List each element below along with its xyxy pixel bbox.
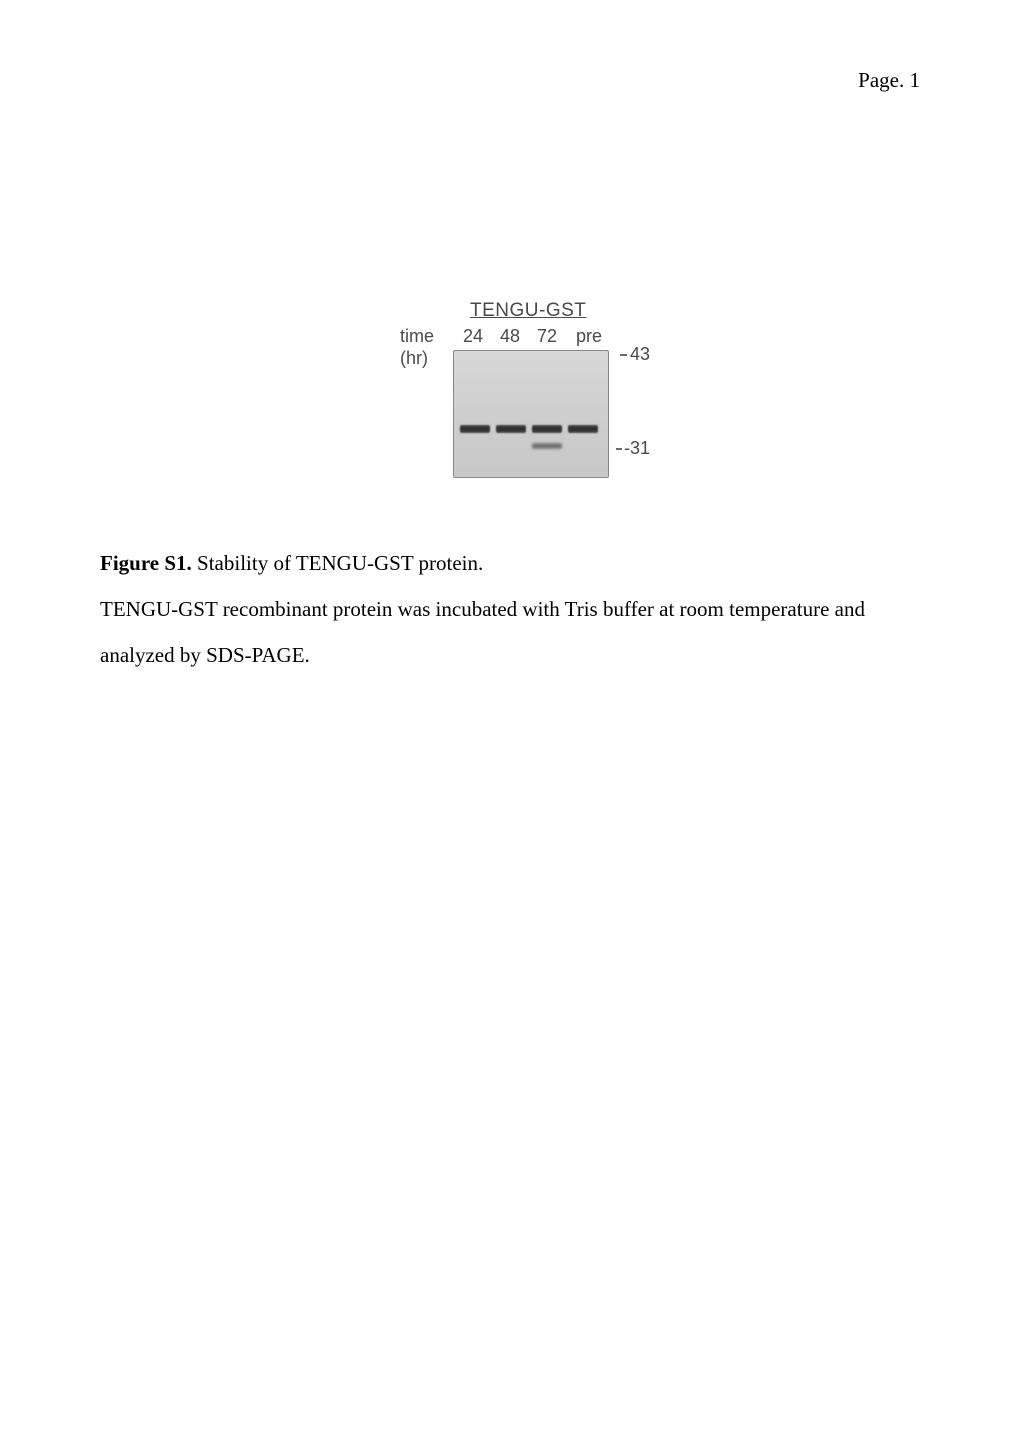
band-lane-pre: [568, 425, 598, 433]
gel-figure: TENGU-GST time (hr) 24 48 72 pre 43 -31: [370, 300, 650, 490]
lane-label-48: 48: [497, 326, 523, 347]
page-header: Page. 1: [858, 68, 920, 93]
mw-marker-31: -31: [624, 438, 650, 459]
caption-line-1: Figure S1. Stability of TENGU-GST protei…: [100, 540, 920, 586]
figure-container: TENGU-GST time (hr) 24 48 72 pre 43 -31: [100, 300, 920, 490]
gel-image: [453, 350, 609, 478]
band-lane-24: [460, 425, 490, 433]
lane-labels: 24 48 72 pre: [460, 326, 607, 347]
band-row-main: [460, 425, 604, 435]
time-axis-label: time: [400, 326, 434, 347]
figure-caption: Figure S1. Stability of TENGU-GST protei…: [100, 540, 920, 679]
caption-title-text: Stability of TENGU-GST protein.: [192, 551, 483, 575]
band-lane-72: [532, 425, 562, 433]
mw-marker-43: 43: [630, 344, 650, 365]
lane-label-pre: pre: [571, 326, 607, 347]
lane-label-72: 72: [534, 326, 560, 347]
caption-title: Figure S1.: [100, 551, 192, 575]
lane-label-24: 24: [460, 326, 486, 347]
caption-body: TENGU-GST recombinant protein was incuba…: [100, 586, 920, 678]
band-faint-72: [532, 443, 562, 449]
time-unit-label: (hr): [400, 348, 428, 369]
gel-title: TENGU-GST: [470, 300, 586, 322]
band-lane-48: [496, 425, 526, 433]
